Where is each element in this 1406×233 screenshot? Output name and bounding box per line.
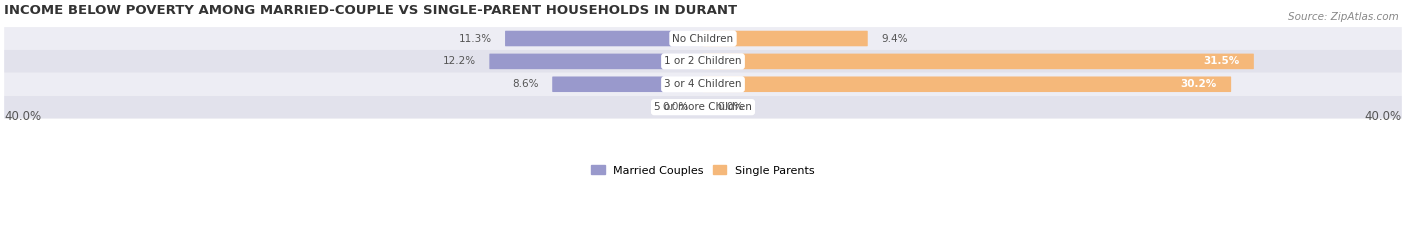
FancyBboxPatch shape	[505, 31, 703, 46]
Text: 30.2%: 30.2%	[1181, 79, 1216, 89]
FancyBboxPatch shape	[4, 50, 1402, 73]
Text: Source: ZipAtlas.com: Source: ZipAtlas.com	[1288, 12, 1399, 22]
FancyBboxPatch shape	[489, 54, 703, 69]
Text: 40.0%: 40.0%	[4, 110, 41, 123]
Text: 0.0%: 0.0%	[662, 102, 689, 112]
Text: No Children: No Children	[672, 34, 734, 44]
Text: 8.6%: 8.6%	[512, 79, 538, 89]
Text: 31.5%: 31.5%	[1204, 56, 1239, 66]
Text: 3 or 4 Children: 3 or 4 Children	[664, 79, 742, 89]
Text: 0.0%: 0.0%	[717, 102, 744, 112]
FancyBboxPatch shape	[4, 96, 1402, 119]
FancyBboxPatch shape	[703, 54, 1254, 69]
FancyBboxPatch shape	[553, 76, 703, 92]
FancyBboxPatch shape	[703, 76, 1232, 92]
FancyBboxPatch shape	[703, 31, 868, 46]
FancyBboxPatch shape	[4, 27, 1402, 50]
Legend: Married Couples, Single Parents: Married Couples, Single Parents	[586, 161, 820, 180]
Text: 40.0%: 40.0%	[1365, 110, 1402, 123]
Text: 1 or 2 Children: 1 or 2 Children	[664, 56, 742, 66]
Text: 11.3%: 11.3%	[458, 34, 492, 44]
Text: 12.2%: 12.2%	[443, 56, 475, 66]
Text: INCOME BELOW POVERTY AMONG MARRIED-COUPLE VS SINGLE-PARENT HOUSEHOLDS IN DURANT: INCOME BELOW POVERTY AMONG MARRIED-COUPL…	[4, 4, 737, 17]
Text: 9.4%: 9.4%	[882, 34, 908, 44]
FancyBboxPatch shape	[4, 73, 1402, 96]
Text: 5 or more Children: 5 or more Children	[654, 102, 752, 112]
